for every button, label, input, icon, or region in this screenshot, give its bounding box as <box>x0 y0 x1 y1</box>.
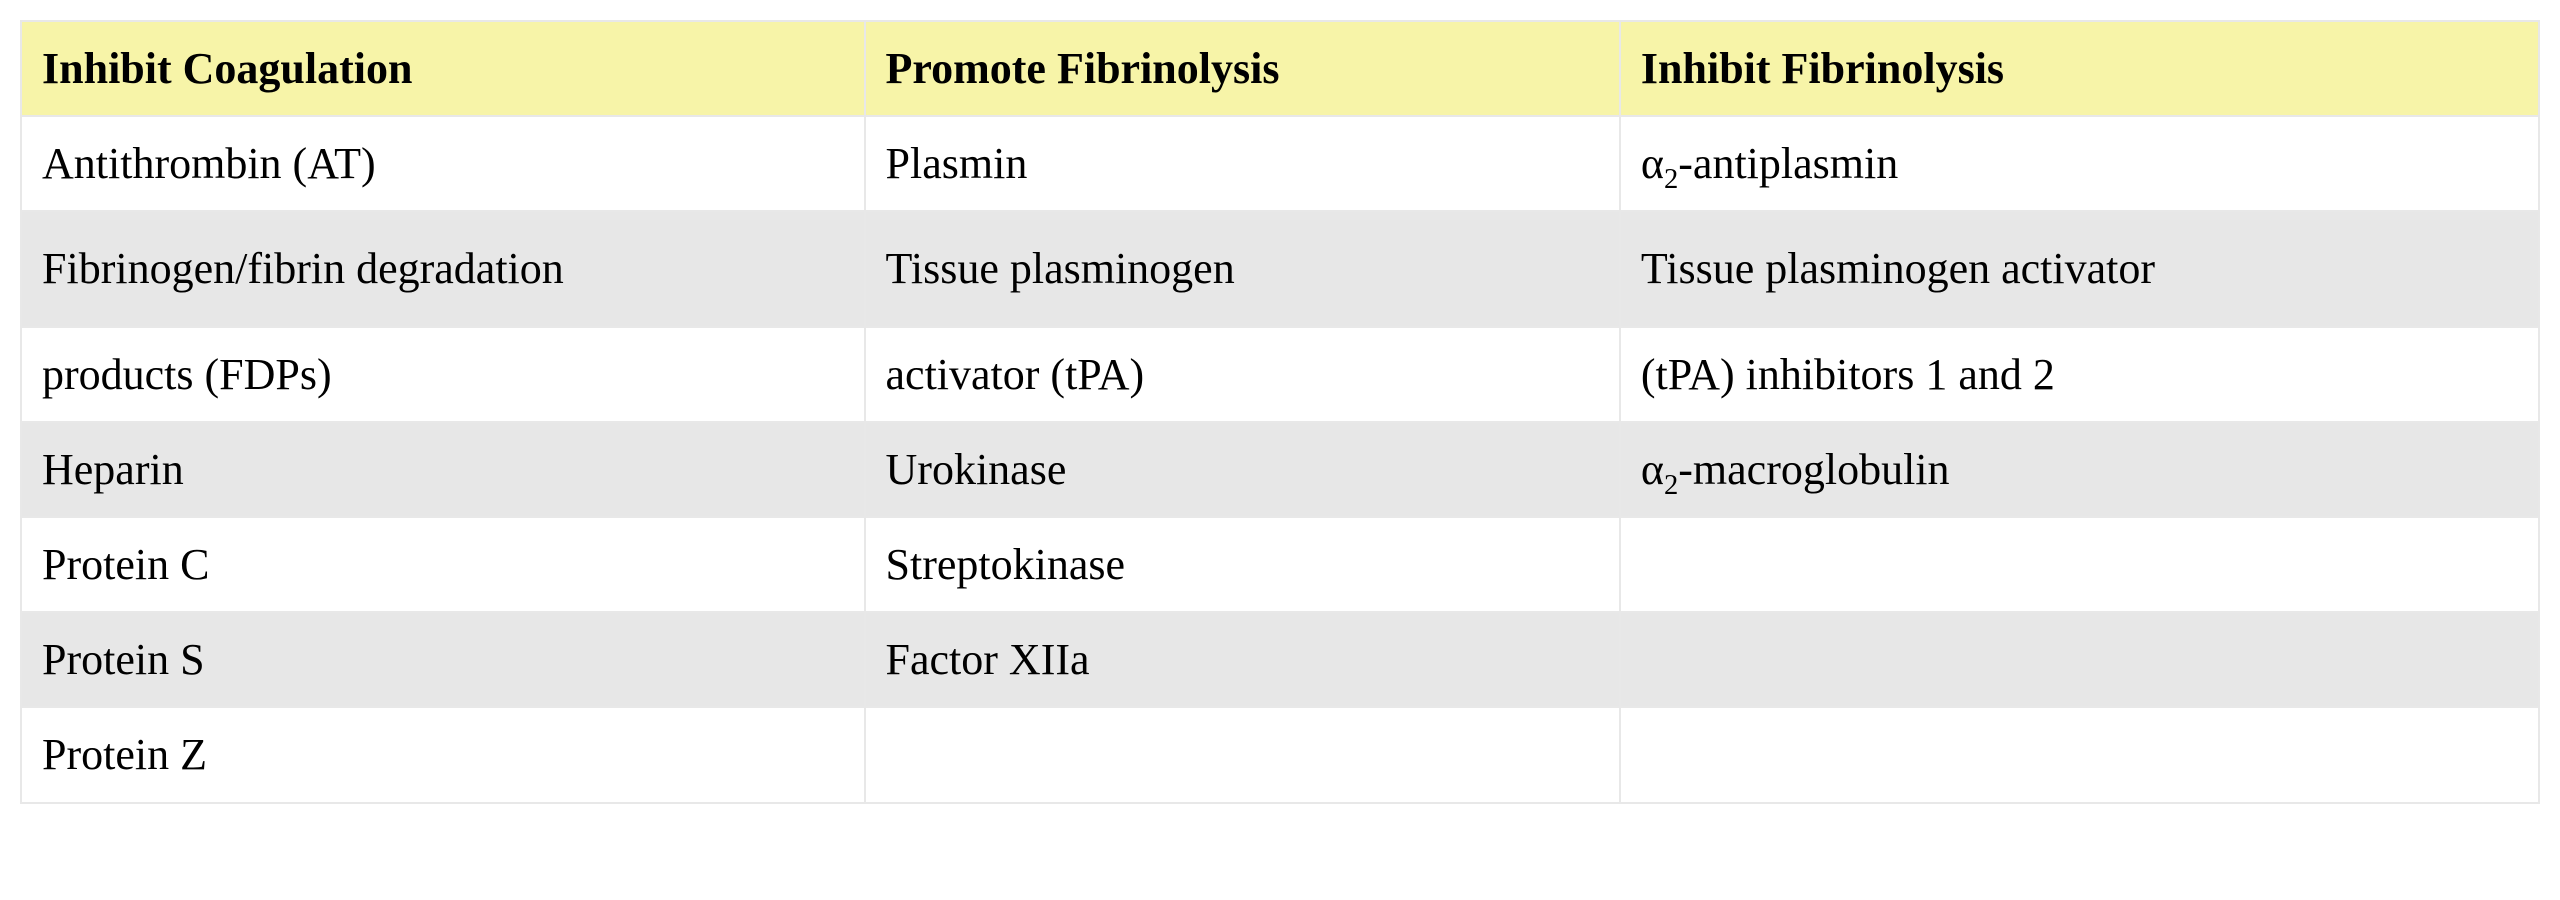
table-cell: Protein Z <box>21 707 865 802</box>
table-header-row: Inhibit CoagulationPromote FibrinolysisI… <box>21 21 2539 116</box>
table-row: Antithrombin (AT)Plasminα2-antiplasmin <box>21 116 2539 211</box>
table-cell: Protein C <box>21 517 865 612</box>
table-cell: Fibrinogen/fibrin degradation <box>21 211 865 326</box>
table-cell <box>1620 707 2539 802</box>
table-row: Protein SFactor XIIa <box>21 612 2539 707</box>
table-cell: (tPA) inhibitors 1 and 2 <box>1620 327 2539 422</box>
table-head: Inhibit CoagulationPromote FibrinolysisI… <box>21 21 2539 116</box>
table-cell: Heparin <box>21 422 865 517</box>
table-cell: activator (tPA) <box>865 327 1620 422</box>
table-cell: Antithrombin (AT) <box>21 116 865 211</box>
table-cell: α2-antiplasmin <box>1620 116 2539 211</box>
table-body: Antithrombin (AT)Plasminα2-antiplasminFi… <box>21 116 2539 802</box>
table-cell: Streptokinase <box>865 517 1620 612</box>
coagulation-table: Inhibit CoagulationPromote FibrinolysisI… <box>20 20 2540 804</box>
table-row: HeparinUrokinaseα2-macroglobulin <box>21 422 2539 517</box>
table-cell: Tissue plasminogen <box>865 211 1620 326</box>
column-header: Inhibit Coagulation <box>21 21 865 116</box>
table-cell: Urokinase <box>865 422 1620 517</box>
table-cell <box>1620 517 2539 612</box>
table-cell: α2-macroglobulin <box>1620 422 2539 517</box>
table-row: Protein Z <box>21 707 2539 802</box>
table-cell <box>1620 612 2539 707</box>
table-cell: Tissue plasminogen activator <box>1620 211 2539 326</box>
table-row: Fibrinogen/fibrin degradationTissue plas… <box>21 211 2539 326</box>
table-cell: Protein S <box>21 612 865 707</box>
table-cell: Plasmin <box>865 116 1620 211</box>
table-row: Protein CStreptokinase <box>21 517 2539 612</box>
table-cell: products (FDPs) <box>21 327 865 422</box>
table-cell: Factor XIIa <box>865 612 1620 707</box>
column-header: Inhibit Fibrinolysis <box>1620 21 2539 116</box>
column-header: Promote Fibrinolysis <box>865 21 1620 116</box>
table-cell <box>865 707 1620 802</box>
table-row: products (FDPs)activator (tPA)(tPA) inhi… <box>21 327 2539 422</box>
